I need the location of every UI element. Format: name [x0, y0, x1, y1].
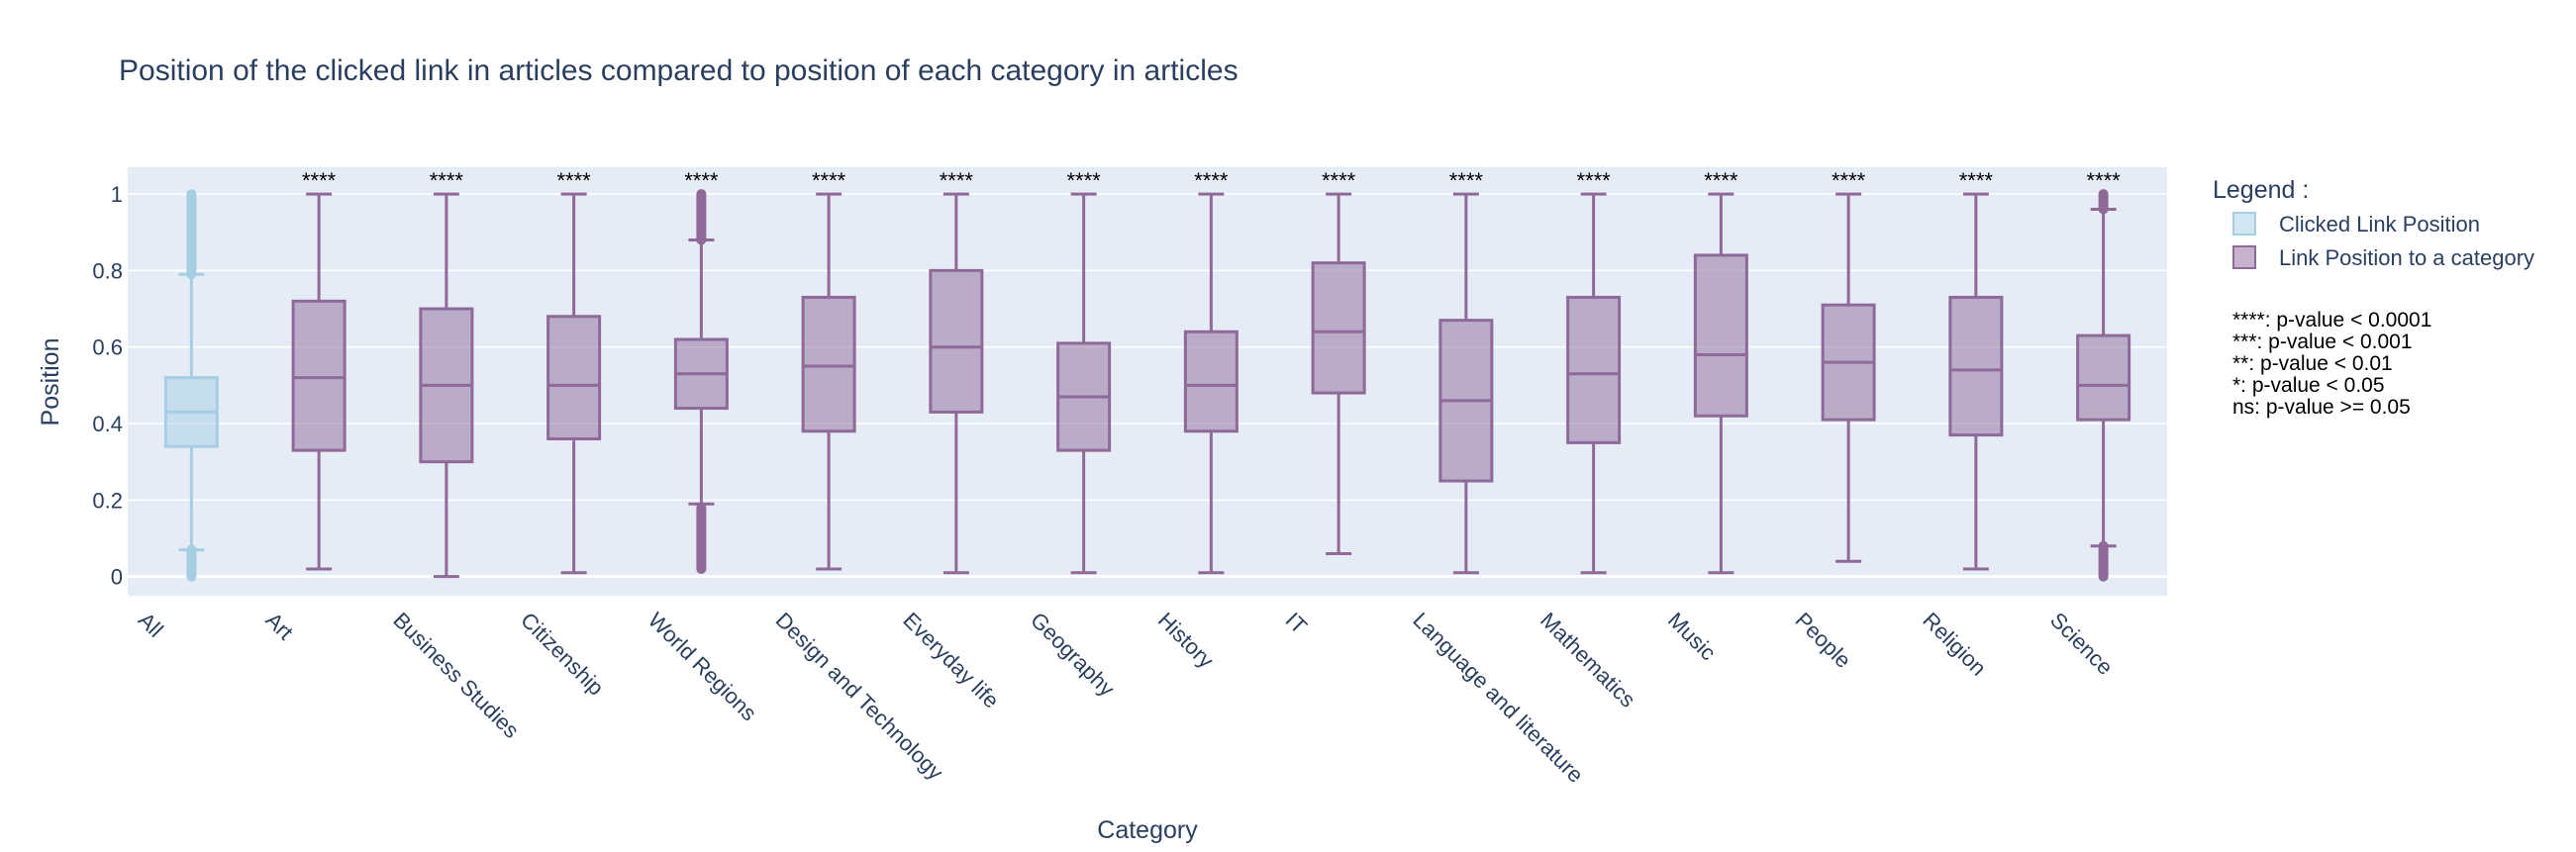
- iqr-box: [1693, 253, 1748, 418]
- legend-label-category: Link Position to a category: [2279, 245, 2534, 270]
- box-people: [1821, 192, 1876, 563]
- box-world-regions: [673, 189, 729, 574]
- box-it: [1311, 192, 1366, 555]
- significance-label: ****: [684, 168, 719, 193]
- note-line-3: **: p-value < 0.01: [2232, 352, 2393, 375]
- significance-label: ****: [1832, 168, 1866, 193]
- y-tick-label: 0.6: [92, 335, 123, 360]
- box-religion: [1948, 192, 2004, 571]
- boxes: [163, 189, 2131, 582]
- y-tick-label: 0.4: [92, 412, 123, 436]
- significance-label: ****: [1704, 168, 1738, 193]
- x-tick-label: Art: [261, 608, 299, 645]
- iqr-box: [291, 299, 347, 452]
- box-science: [2076, 189, 2131, 582]
- significance-label: ****: [1577, 168, 1612, 193]
- box-history: [1183, 192, 1238, 575]
- significance-label: ****: [812, 168, 846, 193]
- x-axis-title: Category: [1097, 816, 1198, 844]
- x-tick-label: All: [134, 608, 168, 642]
- x-tick-label: World Regions: [644, 608, 761, 725]
- iqr-box: [1566, 295, 1622, 444]
- y-tick-label: 1: [111, 182, 123, 207]
- box-business-studies: [419, 192, 474, 579]
- x-tick-label: Mathematics: [1536, 608, 1640, 712]
- y-tick-label: 0: [111, 565, 123, 590]
- note-line-5: ns: p-value >= 0.05: [2232, 396, 2411, 419]
- iqr-box: [929, 268, 984, 414]
- significance-label: ****: [430, 168, 464, 193]
- note-line-2: ***: p-value < 0.001: [2232, 331, 2413, 353]
- box-citizenship: [546, 192, 602, 575]
- box-everyday-life: [929, 192, 984, 575]
- y-tick-label: 0.8: [92, 258, 123, 283]
- significance-label: ****: [1959, 168, 1994, 193]
- box-design-and-technology: [801, 192, 856, 571]
- significance-label: ****: [1194, 168, 1229, 193]
- legend-item-category[interactable]: Link Position to a category: [2232, 245, 2534, 270]
- note-line-4: *: p-value < 0.05: [2232, 374, 2385, 397]
- chart-title: Position of the clicked link in articles…: [119, 54, 1238, 87]
- x-tick-label: Geography: [1026, 608, 1120, 702]
- iqr-box: [1183, 330, 1238, 433]
- iqr-box: [546, 315, 602, 440]
- legend-swatch-category: [2232, 245, 2256, 269]
- x-tick-label: Music: [1663, 608, 1721, 665]
- x-tick-label: People: [1791, 608, 1856, 673]
- significance-label: ****: [1067, 168, 1102, 193]
- box-mathematics: [1566, 192, 1622, 575]
- significance-label: ****: [1322, 168, 1356, 193]
- x-tick-label: Religion: [1918, 608, 1991, 681]
- significance-label: ****: [1449, 168, 1484, 193]
- x-tick-label: Everyday life: [898, 608, 1004, 713]
- legend: Legend : Clicked Link Position Link Posi…: [2213, 176, 2534, 270]
- box-music: [1693, 192, 1748, 575]
- significance-label: ****: [2087, 168, 2122, 193]
- iqr-box: [801, 295, 856, 433]
- iqr-box: [1948, 295, 2004, 437]
- legend-title: Legend :: [2213, 176, 2309, 204]
- significance-label: ****: [302, 168, 337, 193]
- iqr-box: [2076, 333, 2131, 422]
- significance-labels: **** **** **** **** **** **** **** **** **** ****…: [302, 168, 2121, 193]
- y-tick-label: 0.2: [92, 488, 123, 513]
- legend-item-clicked[interactable]: Clicked Link Position: [2232, 212, 2480, 237]
- legend-label-clicked: Clicked Link Position: [2279, 212, 2480, 237]
- box-art: [291, 192, 347, 571]
- box-geography: [1056, 192, 1112, 575]
- x-tick-label: Science: [2045, 608, 2118, 680]
- box-language-and-literature: [1438, 192, 1494, 575]
- x-tick-label: IT: [1281, 608, 1313, 639]
- y-axis-title: Position: [37, 338, 64, 426]
- y-tick-labels: 0 0.2 0.4 0.6 0.8 1: [92, 182, 123, 590]
- significance-label: ****: [557, 168, 592, 193]
- x-tick-label: History: [1153, 608, 1219, 673]
- p-value-notes: ****: p-value < 0.0001 ***: p-value < 0.…: [2232, 309, 2431, 419]
- x-tick-label: Business Studies: [388, 608, 524, 743]
- significance-label: ****: [940, 168, 974, 193]
- x-tick-label: Citizenship: [516, 608, 609, 701]
- legend-swatch-clicked: [2232, 212, 2256, 236]
- note-line-1: ****: p-value < 0.0001: [2232, 309, 2431, 331]
- iqr-box: [1311, 261, 1366, 395]
- box-all: [163, 189, 219, 582]
